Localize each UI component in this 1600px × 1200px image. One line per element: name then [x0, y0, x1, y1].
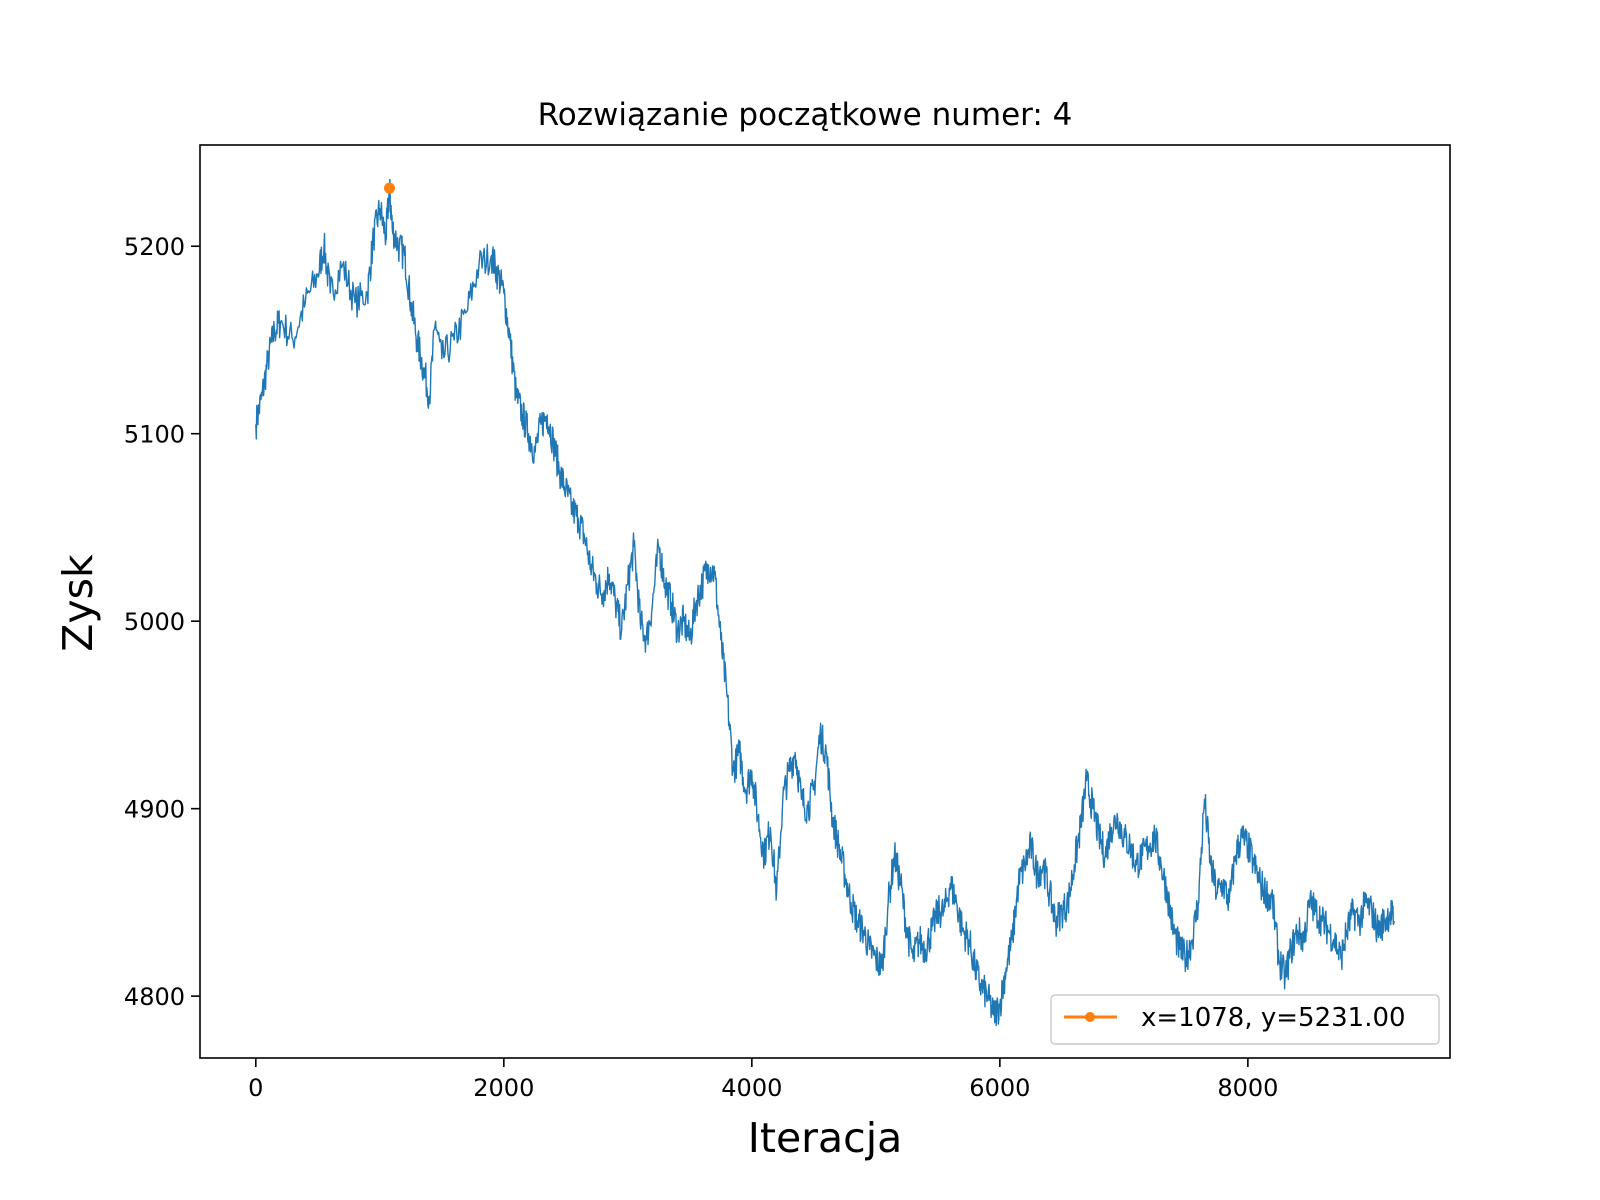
legend-marker: [1085, 1012, 1095, 1022]
y-tick-label: 5100: [124, 421, 185, 449]
x-tick-label: 6000: [969, 1074, 1030, 1102]
legend-box: [1050, 994, 1440, 1045]
chart-title: Rozwiązanie początkowe numer: 4: [538, 97, 1073, 133]
y-tick-label: 4800: [124, 983, 185, 1011]
x-tick-label: 4000: [721, 1074, 782, 1102]
best-point-marker: [383, 182, 395, 194]
legend: x=1078, y=5231.00: [1050, 994, 1440, 1045]
x-tick-label: 8000: [1217, 1074, 1278, 1102]
y-axis-label: Zysk: [54, 554, 102, 652]
x-tick-label: 0: [248, 1074, 263, 1102]
x-axis: 0 2000 4000 6000 8000: [248, 1058, 1278, 1102]
series-line-zysk: [255, 178, 1395, 1027]
x-axis-label: Iteracja: [748, 1114, 902, 1162]
marker-group: [383, 182, 395, 194]
y-tick-label: 5000: [124, 608, 185, 636]
y-tick-label: 4900: [124, 796, 185, 824]
y-axis: 4800 4900 5000 5100 5200: [124, 233, 200, 1011]
y-tick-label: 5200: [124, 233, 185, 261]
x-tick-label: 2000: [473, 1074, 534, 1102]
main-series-group: [255, 178, 1395, 1027]
plot-frame: [199, 144, 1451, 1059]
legend-label: x=1078, y=5231.00: [1141, 1003, 1406, 1033]
